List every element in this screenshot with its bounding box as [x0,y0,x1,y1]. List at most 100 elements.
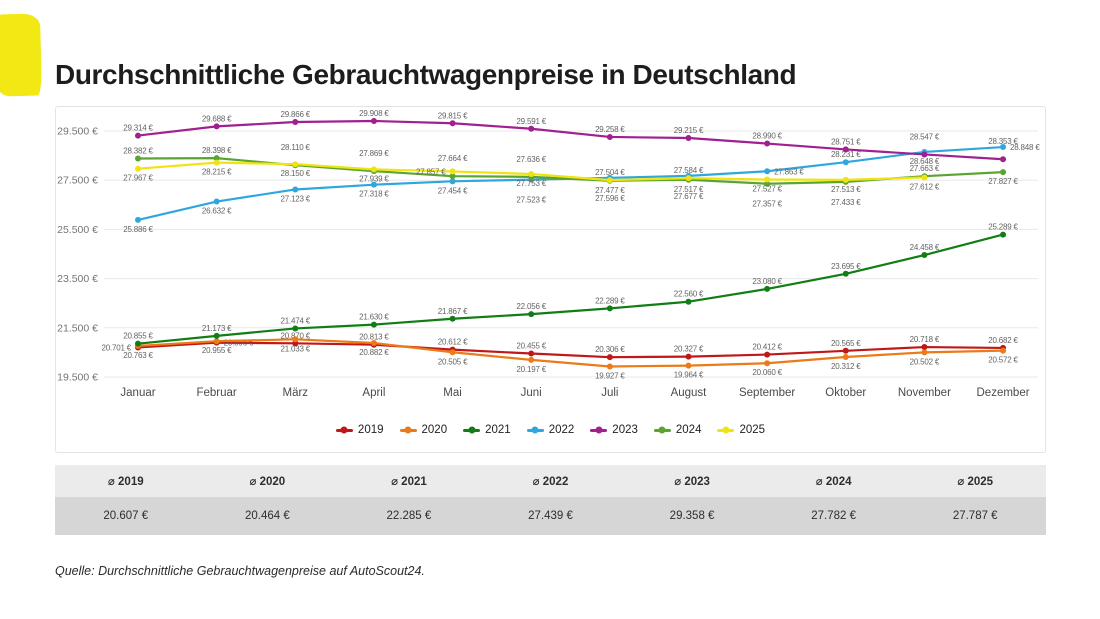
data-point-2023-März[interactable] [292,118,299,125]
x-axis-month-label: August [671,387,708,399]
data-point-label-2025-April: 27.939 € [359,174,389,183]
data-point-2025-November[interactable] [921,174,928,181]
data-point-2021-Februar[interactable] [213,332,220,339]
data-point-2020-Februar[interactable] [213,338,220,345]
data-point-2020-Oktober[interactable] [842,354,849,361]
data-point-label-2022-März: 27.123 € [281,194,311,203]
data-point-2020-April[interactable] [370,340,377,347]
data-point-2025-Juni[interactable] [528,170,535,177]
data-point-label-2020-September: 20.060 € [752,368,782,377]
data-point-2023-April[interactable] [370,117,377,124]
data-point-2020-Mai[interactable] [449,349,456,356]
data-point-label-2020-Februar: 20.955 € [202,346,232,355]
table-header-cell: ⌀ 2024 [815,476,852,488]
data-point-2024-Dezember[interactable] [1000,169,1007,176]
data-point-2024-September[interactable] [764,180,771,187]
data-point-2021-August[interactable] [685,298,692,305]
legend-line-dot-icon [335,426,353,434]
data-point-label-2023-Januar: 29.314 € [123,124,153,133]
data-point-2020-August[interactable] [685,362,692,369]
data-point-2019-Oktober[interactable] [842,347,849,354]
data-point-label-2022-Februar: 26.632 € [202,207,232,216]
legend-label: 2021 [485,424,511,436]
data-point-2022-März[interactable] [292,186,299,193]
data-point-2020-Dezember[interactable] [1000,347,1007,354]
data-point-2025-Mai[interactable] [449,168,456,175]
data-point-label-2024-Juni: 27.636 € [516,155,546,164]
data-point-2023-Oktober[interactable] [842,146,849,153]
data-point-2022-Februar[interactable] [213,198,220,205]
table-header-cell: ⌀ 2021 [391,476,427,488]
data-point-2025-April[interactable] [370,166,377,173]
data-point-2019-Juli[interactable] [606,354,613,361]
data-point-label-2019-April: 20.813 € [359,333,389,342]
data-point-2019-November[interactable] [921,344,928,351]
data-point-label-2021-Januar: 20.855 € [123,332,153,341]
data-point-label-2022-November: 28.648 € [910,157,940,166]
data-point-2021-Juni[interactable] [528,311,535,318]
data-point-2025-Februar[interactable] [213,159,220,166]
data-point-label-2024-April: 27.869 € [359,149,389,158]
x-axis-month-label: Oktober [825,387,866,399]
data-point-label-2022-Dezember: 28.848 € [1010,143,1040,152]
data-point-2019-September[interactable] [764,351,771,358]
table-header-cell: ⌀ 2023 [674,476,710,488]
data-point-2021-Mai[interactable] [449,315,456,322]
data-point-2024-Mai[interactable] [449,173,456,180]
data-point-2025-März[interactable] [292,161,299,168]
data-point-label-2023-Oktober: 28.751 € [831,137,861,146]
data-point-2024-Februar[interactable] [213,155,220,162]
legend-item-2020: 2020 [399,424,447,436]
data-point-2019-Juni[interactable] [528,350,535,357]
data-point-2023-August[interactable] [685,135,692,142]
data-point-2023-Juni[interactable] [528,125,535,132]
x-axis-month-label: Februar [196,387,236,399]
data-point-2023-Februar[interactable] [213,123,220,130]
data-point-2022-Mai[interactable] [449,178,456,185]
data-point-2022-Oktober[interactable] [842,159,849,166]
data-point-2021-März[interactable] [292,325,299,332]
data-point-label-2020-Juli: 19.927 € [595,371,625,380]
data-point-2023-Januar[interactable] [135,132,141,139]
data-point-2025-September[interactable] [764,176,771,183]
data-point-label-2019-Mai: 20.612 € [438,338,468,347]
data-point-2022-Januar[interactable] [135,216,141,223]
data-point-2025-Oktober[interactable] [842,176,849,183]
data-point-2023-Dezember[interactable] [1000,156,1007,163]
data-point-2021-April[interactable] [370,321,377,328]
data-point-2023-Juli[interactable] [606,133,613,140]
legend-line-dot-icon [590,426,608,434]
data-point-2023-November[interactable] [921,151,928,158]
data-point-2021-November[interactable] [921,252,928,259]
data-point-2020-Juni[interactable] [528,356,535,363]
data-point-label-2022-Juli: 27.596 € [595,194,625,203]
data-point-2021-September[interactable] [764,285,771,292]
data-point-2023-September[interactable] [764,140,771,147]
data-point-2025-Juli[interactable] [606,177,613,184]
data-point-label-2025-Februar: 28.215 € [202,168,232,177]
data-point-2021-Januar[interactable] [135,340,141,347]
data-point-label-2019-Juli: 20.306 € [595,345,625,354]
data-point-2021-Juli[interactable] [606,305,613,312]
data-point-2025-Januar[interactable] [135,165,141,172]
legend-item-2023: 2023 [590,424,638,436]
data-point-2019-August[interactable] [685,353,692,360]
data-point-2022-Dezember[interactable] [1000,144,1007,151]
data-point-2025-August[interactable] [685,175,692,182]
data-point-label-2022-Oktober: 28.231 € [831,150,861,159]
data-point-label-2021-Oktober: 23.695 € [831,262,861,271]
data-point-2022-September[interactable] [764,168,771,175]
data-point-2024-Januar[interactable] [135,155,141,162]
data-point-2020-März[interactable] [292,336,299,343]
data-point-label-2024-März: 28.110 € [281,143,311,152]
data-point-2020-Juli[interactable] [606,363,613,370]
data-point-2022-April[interactable] [370,181,377,188]
data-point-2020-November[interactable] [921,349,928,356]
data-point-2020-September[interactable] [764,360,771,367]
data-point-2023-Mai[interactable] [449,120,456,127]
table-header-cell: ⌀ 2019 [107,476,144,488]
data-point-label-2025-August: 27.584 € [674,166,704,175]
data-point-2021-Dezember[interactable] [1000,231,1007,238]
data-point-2021-Oktober[interactable] [842,270,849,277]
data-point-label-2021-Juni: 22.056 € [516,302,546,311]
